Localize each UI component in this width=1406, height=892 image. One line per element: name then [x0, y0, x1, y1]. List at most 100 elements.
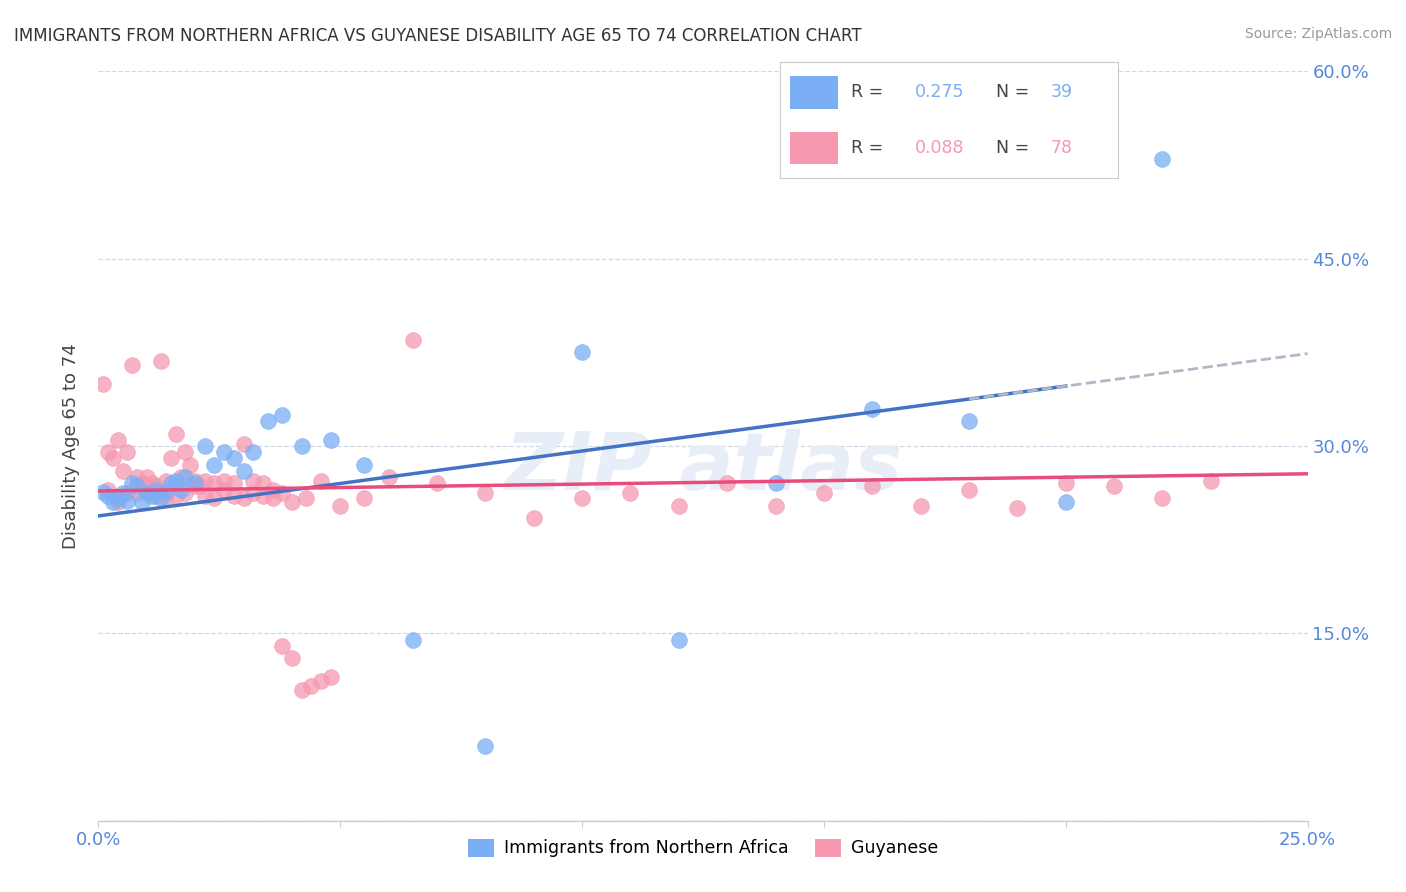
Text: R =: R = [851, 138, 889, 157]
Point [619, 486, 641, 500]
Point [329, 499, 352, 513]
Text: Source: ZipAtlas.com: Source: ZipAtlas.com [1244, 27, 1392, 41]
Point [135, 486, 157, 500]
Point [377, 470, 399, 484]
Point [571, 345, 593, 359]
Point [860, 401, 883, 416]
Point [252, 489, 274, 503]
Point [232, 436, 254, 450]
Point [165, 426, 187, 441]
Point [571, 491, 593, 506]
Point [957, 414, 980, 428]
Point [174, 486, 197, 500]
Point [97, 483, 120, 497]
Point [252, 476, 274, 491]
Point [111, 464, 134, 478]
Point [474, 739, 496, 753]
Point [242, 474, 264, 488]
Point [150, 354, 173, 368]
Point [242, 445, 264, 459]
Point [765, 476, 787, 491]
Point [145, 489, 167, 503]
Point [1007, 501, 1029, 516]
Point [155, 491, 177, 506]
Point [910, 499, 932, 513]
Point [523, 511, 546, 525]
Point [107, 433, 129, 447]
Point [212, 445, 235, 459]
Point [474, 486, 496, 500]
Point [165, 489, 187, 503]
Point [1199, 474, 1222, 488]
Point [353, 491, 375, 506]
Point [402, 632, 425, 647]
Point [97, 489, 120, 503]
Point [242, 486, 264, 500]
Point [194, 474, 217, 488]
Point [204, 476, 226, 491]
Point [135, 470, 157, 484]
Point [141, 489, 163, 503]
Legend: Immigrants from Northern Africa, Guyanese: Immigrants from Northern Africa, Guyanes… [461, 831, 945, 864]
Point [1102, 479, 1125, 493]
Point [860, 479, 883, 493]
Point [91, 485, 114, 500]
Point [127, 486, 149, 500]
Text: N =: N = [997, 83, 1035, 101]
Point [155, 485, 177, 500]
Bar [790, 132, 838, 164]
Point [222, 476, 245, 491]
Point [290, 682, 312, 697]
Point [765, 499, 787, 513]
Point [1152, 152, 1174, 166]
Point [668, 632, 690, 647]
Point [174, 445, 197, 459]
Text: R =: R = [851, 83, 889, 101]
Point [232, 464, 254, 478]
Point [101, 495, 124, 509]
Text: ZIP atlas: ZIP atlas [503, 429, 903, 508]
Point [299, 679, 322, 693]
Point [145, 479, 167, 493]
Text: N =: N = [997, 138, 1035, 157]
Point [1152, 491, 1174, 506]
Point [281, 651, 304, 665]
Point [957, 483, 980, 497]
Point [204, 491, 226, 506]
Point [97, 445, 120, 459]
Point [1054, 495, 1077, 509]
Point [169, 483, 191, 497]
Point [160, 476, 183, 491]
Text: 78: 78 [1050, 138, 1073, 157]
Point [169, 470, 191, 484]
Point [402, 333, 425, 347]
Text: 0.275: 0.275 [915, 83, 965, 101]
Point [91, 376, 114, 391]
Point [111, 486, 134, 500]
Point [222, 451, 245, 466]
Point [204, 458, 226, 472]
Point [668, 499, 690, 513]
Point [150, 491, 173, 506]
Point [262, 483, 284, 497]
Point [271, 639, 294, 653]
Point [165, 474, 187, 488]
Point [281, 495, 304, 509]
Point [184, 479, 207, 493]
Point [319, 433, 342, 447]
Point [117, 494, 139, 508]
Point [145, 483, 167, 497]
Point [194, 439, 217, 453]
Point [194, 489, 217, 503]
Point [135, 479, 157, 493]
Point [141, 476, 163, 491]
Point [262, 491, 284, 506]
Point [131, 476, 153, 491]
Point [426, 476, 449, 491]
Point [212, 483, 235, 497]
Point [121, 476, 143, 491]
Point [222, 489, 245, 503]
Point [184, 476, 207, 491]
Point [121, 358, 143, 372]
Bar [790, 77, 838, 109]
